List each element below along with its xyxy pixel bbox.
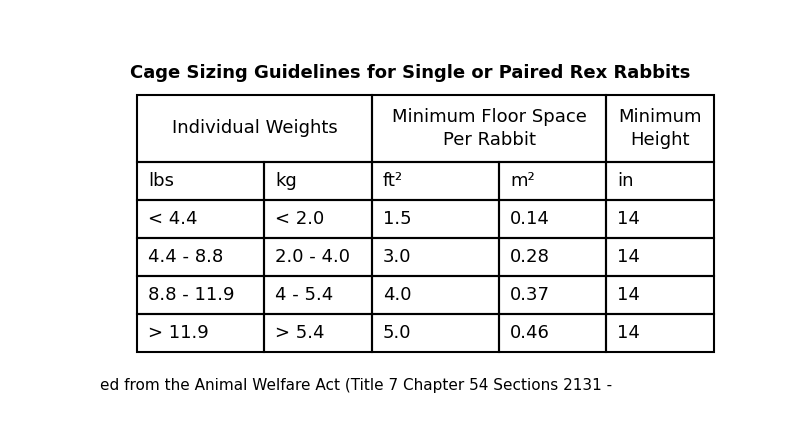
Text: < 4.4: < 4.4 [148,210,198,228]
Text: lbs: lbs [148,172,174,190]
Text: Minimum
Height: Minimum Height [618,108,702,149]
Bar [606,238,714,276]
Text: 0.46: 0.46 [510,324,550,342]
Bar [498,238,606,276]
Bar [138,238,264,276]
Bar [606,314,714,352]
Bar [264,276,372,314]
Text: > 5.4: > 5.4 [275,324,325,342]
Text: > 11.9: > 11.9 [148,324,209,342]
Bar [264,314,372,352]
Bar [498,200,606,238]
Bar [372,238,498,276]
Bar [606,200,714,238]
Bar [498,314,606,352]
Text: 3.0: 3.0 [383,248,411,266]
Bar [498,162,606,200]
Text: 4.0: 4.0 [383,286,411,304]
Text: ed from the Animal Welfare Act (Title 7 Chapter 54 Sections 2131 -: ed from the Animal Welfare Act (Title 7 … [100,378,617,392]
Bar [138,314,264,352]
Text: 14: 14 [618,210,640,228]
Text: Cage Sizing Guidelines for Single or Paired Rex Rabbits: Cage Sizing Guidelines for Single or Pai… [130,64,690,82]
Text: Minimum Floor Space
Per Rabbit: Minimum Floor Space Per Rabbit [391,108,586,149]
Bar [264,238,372,276]
Bar [138,276,264,314]
Text: 14: 14 [618,324,640,342]
Text: 8.8 - 11.9: 8.8 - 11.9 [148,286,235,304]
Text: 4.4 - 8.8: 4.4 - 8.8 [148,248,224,266]
Text: 5.0: 5.0 [383,324,411,342]
Bar [138,200,264,238]
Bar [498,276,606,314]
Text: 4 - 5.4: 4 - 5.4 [275,286,334,304]
Bar [606,162,714,200]
Bar [264,200,372,238]
Text: 1.5: 1.5 [383,210,411,228]
Text: 14: 14 [618,248,640,266]
Text: 0.28: 0.28 [510,248,550,266]
Bar [606,276,714,314]
Text: kg: kg [275,172,297,190]
Text: Individual Weights: Individual Weights [171,119,338,138]
Text: < 2.0: < 2.0 [275,210,325,228]
Text: 14: 14 [618,286,640,304]
Bar [372,314,498,352]
Bar [138,94,372,162]
Bar [264,162,372,200]
Bar [372,162,498,200]
Text: 2.0 - 4.0: 2.0 - 4.0 [275,248,350,266]
Text: ft²: ft² [383,172,403,190]
Bar [138,162,264,200]
Bar [372,94,606,162]
Bar [372,200,498,238]
Text: 0.14: 0.14 [510,210,550,228]
Bar [606,94,714,162]
Bar [372,276,498,314]
Text: 0.37: 0.37 [510,286,550,304]
Text: m²: m² [510,172,534,190]
Text: in: in [618,172,634,190]
